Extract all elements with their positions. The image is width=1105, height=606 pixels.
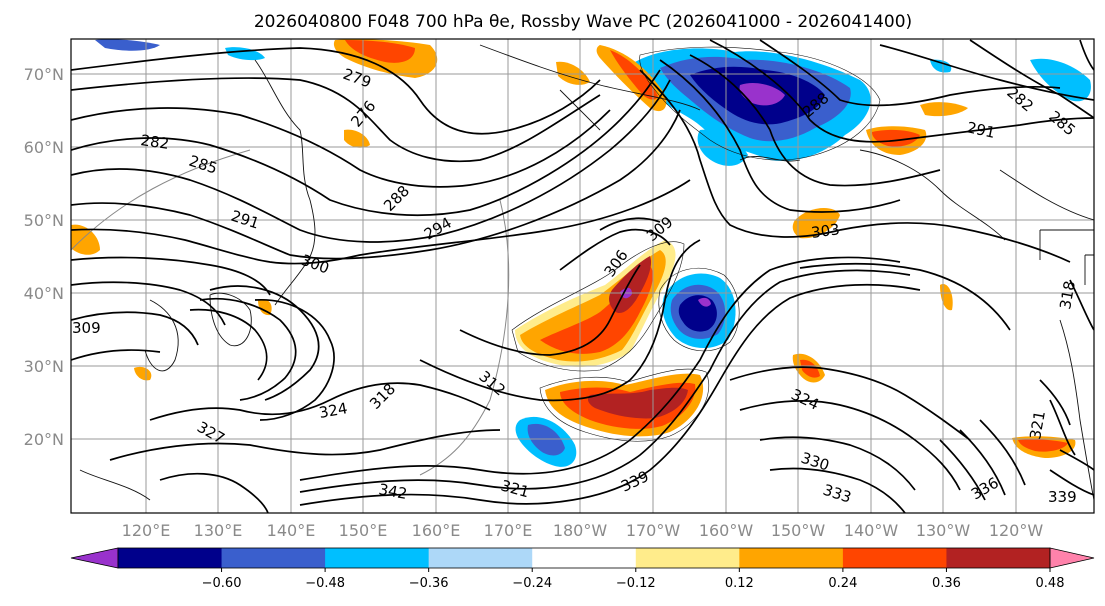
colorbar-segment	[532, 548, 637, 568]
colorbar-tick-label: 0.12	[725, 576, 754, 591]
colorbar-segment	[635, 548, 740, 568]
lon-label: 170°E	[484, 521, 533, 540]
colorbar-extend-max	[1049, 547, 1095, 569]
colorbar-tick-label: −0.24	[512, 576, 552, 591]
colorbar-segment	[221, 548, 326, 568]
colorbar-tick-label: 0.36	[932, 576, 961, 591]
lat-label: 40°N	[24, 284, 64, 303]
lon-label: 120°E	[122, 521, 171, 540]
contour-label: 291	[965, 118, 997, 142]
contour-label: 309	[72, 319, 101, 337]
colorbar-extend-min	[70, 547, 119, 569]
colorbar-segment	[739, 548, 844, 568]
lon-label: 160°E	[412, 521, 461, 540]
colorbar-segment	[118, 548, 223, 568]
lon-label: 160°W	[699, 521, 754, 540]
contour-label: 282	[139, 131, 170, 153]
lon-label: 120°W	[989, 521, 1044, 540]
contour-label: 339	[1048, 488, 1077, 506]
coastlines	[79, 44, 1094, 501]
contour-label: 318	[1056, 279, 1079, 310]
colorbar-tick-label: −0.12	[616, 576, 656, 591]
lat-label: 30°N	[24, 357, 64, 376]
map-frame	[70, 38, 1095, 514]
thin-anomaly-contours	[511, 46, 881, 442]
colorbar-segment	[428, 548, 533, 568]
lon-label: 180°W	[553, 521, 608, 540]
map-panel: 279 276 282 285 288 291 294 300 306 309 …	[71, 39, 1094, 513]
graticule	[71, 39, 1094, 513]
contour-label: 342	[377, 480, 408, 503]
colorbar-segment	[325, 548, 430, 568]
colorbar-segment	[842, 548, 947, 568]
lon-label: 150°W	[771, 521, 826, 540]
colorbar-tick-label: −0.60	[202, 576, 242, 591]
lat-label: 60°N	[24, 138, 64, 157]
lon-label: 140°W	[844, 521, 899, 540]
latitude-labels: 70°N 60°N 50°N 40°N 30°N 20°N	[24, 65, 64, 449]
lon-label: 170°W	[626, 521, 681, 540]
lon-label: 140°E	[267, 521, 316, 540]
colorbar-frame	[117, 547, 1051, 569]
colorbar-tick-label: −0.48	[305, 576, 345, 591]
colorbar-tick-label: 0.48	[1036, 576, 1065, 591]
contour-label: 303	[810, 220, 841, 242]
lat-label: 70°N	[24, 65, 64, 84]
lat-label: 50°N	[24, 211, 64, 230]
colorbar: −0.60 −0.48 −0.36 −0.24 −0.12 0.12 0.24 0.36 0.4…	[70, 547, 1095, 591]
colorbar-tick-label: 0.24	[828, 576, 857, 591]
lat-label: 20°N	[24, 430, 64, 449]
lon-label: 130°E	[194, 521, 243, 540]
lon-label: 130°W	[916, 521, 971, 540]
theta-e-contours	[71, 39, 1094, 513]
colorbar-segment	[946, 548, 1051, 568]
figure-title: 2026040800 F048 700 hPa θe, Rossby Wave …	[254, 12, 912, 32]
colorbar-tick-label: −0.36	[409, 576, 449, 591]
longitude-labels: 120°E 130°E 140°E 150°E 160°E 170°E 180°…	[122, 521, 1044, 540]
lon-label: 150°E	[339, 521, 388, 540]
contour-label: 321	[1026, 409, 1049, 440]
contour-label: 324	[318, 399, 349, 422]
